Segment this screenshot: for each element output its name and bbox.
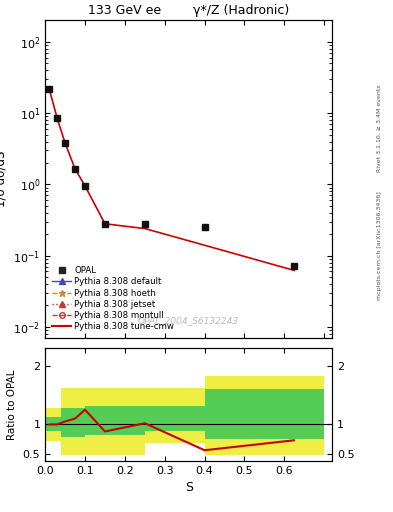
Text: mcplots.cern.ch [arXiv:1306.3436]: mcplots.cern.ch [arXiv:1306.3436] bbox=[377, 191, 382, 300]
Text: γ*/Z (Hadronic): γ*/Z (Hadronic) bbox=[193, 4, 289, 17]
Legend: OPAL, Pythia 8.308 default, Pythia 8.308 hoeth, Pythia 8.308 jetset, Pythia 8.30: OPAL, Pythia 8.308 default, Pythia 8.308… bbox=[50, 264, 177, 334]
Text: OPAL_2004_S6132243: OPAL_2004_S6132243 bbox=[138, 316, 239, 325]
Y-axis label: 1/σ dσ/dS: 1/σ dσ/dS bbox=[0, 151, 8, 207]
Y-axis label: Ratio to OPAL: Ratio to OPAL bbox=[7, 369, 17, 440]
X-axis label: S: S bbox=[185, 481, 193, 494]
Text: Rivet 3.1.10, ≥ 3.4M events: Rivet 3.1.10, ≥ 3.4M events bbox=[377, 84, 382, 172]
Text: 133 GeV ee: 133 GeV ee bbox=[88, 4, 162, 17]
